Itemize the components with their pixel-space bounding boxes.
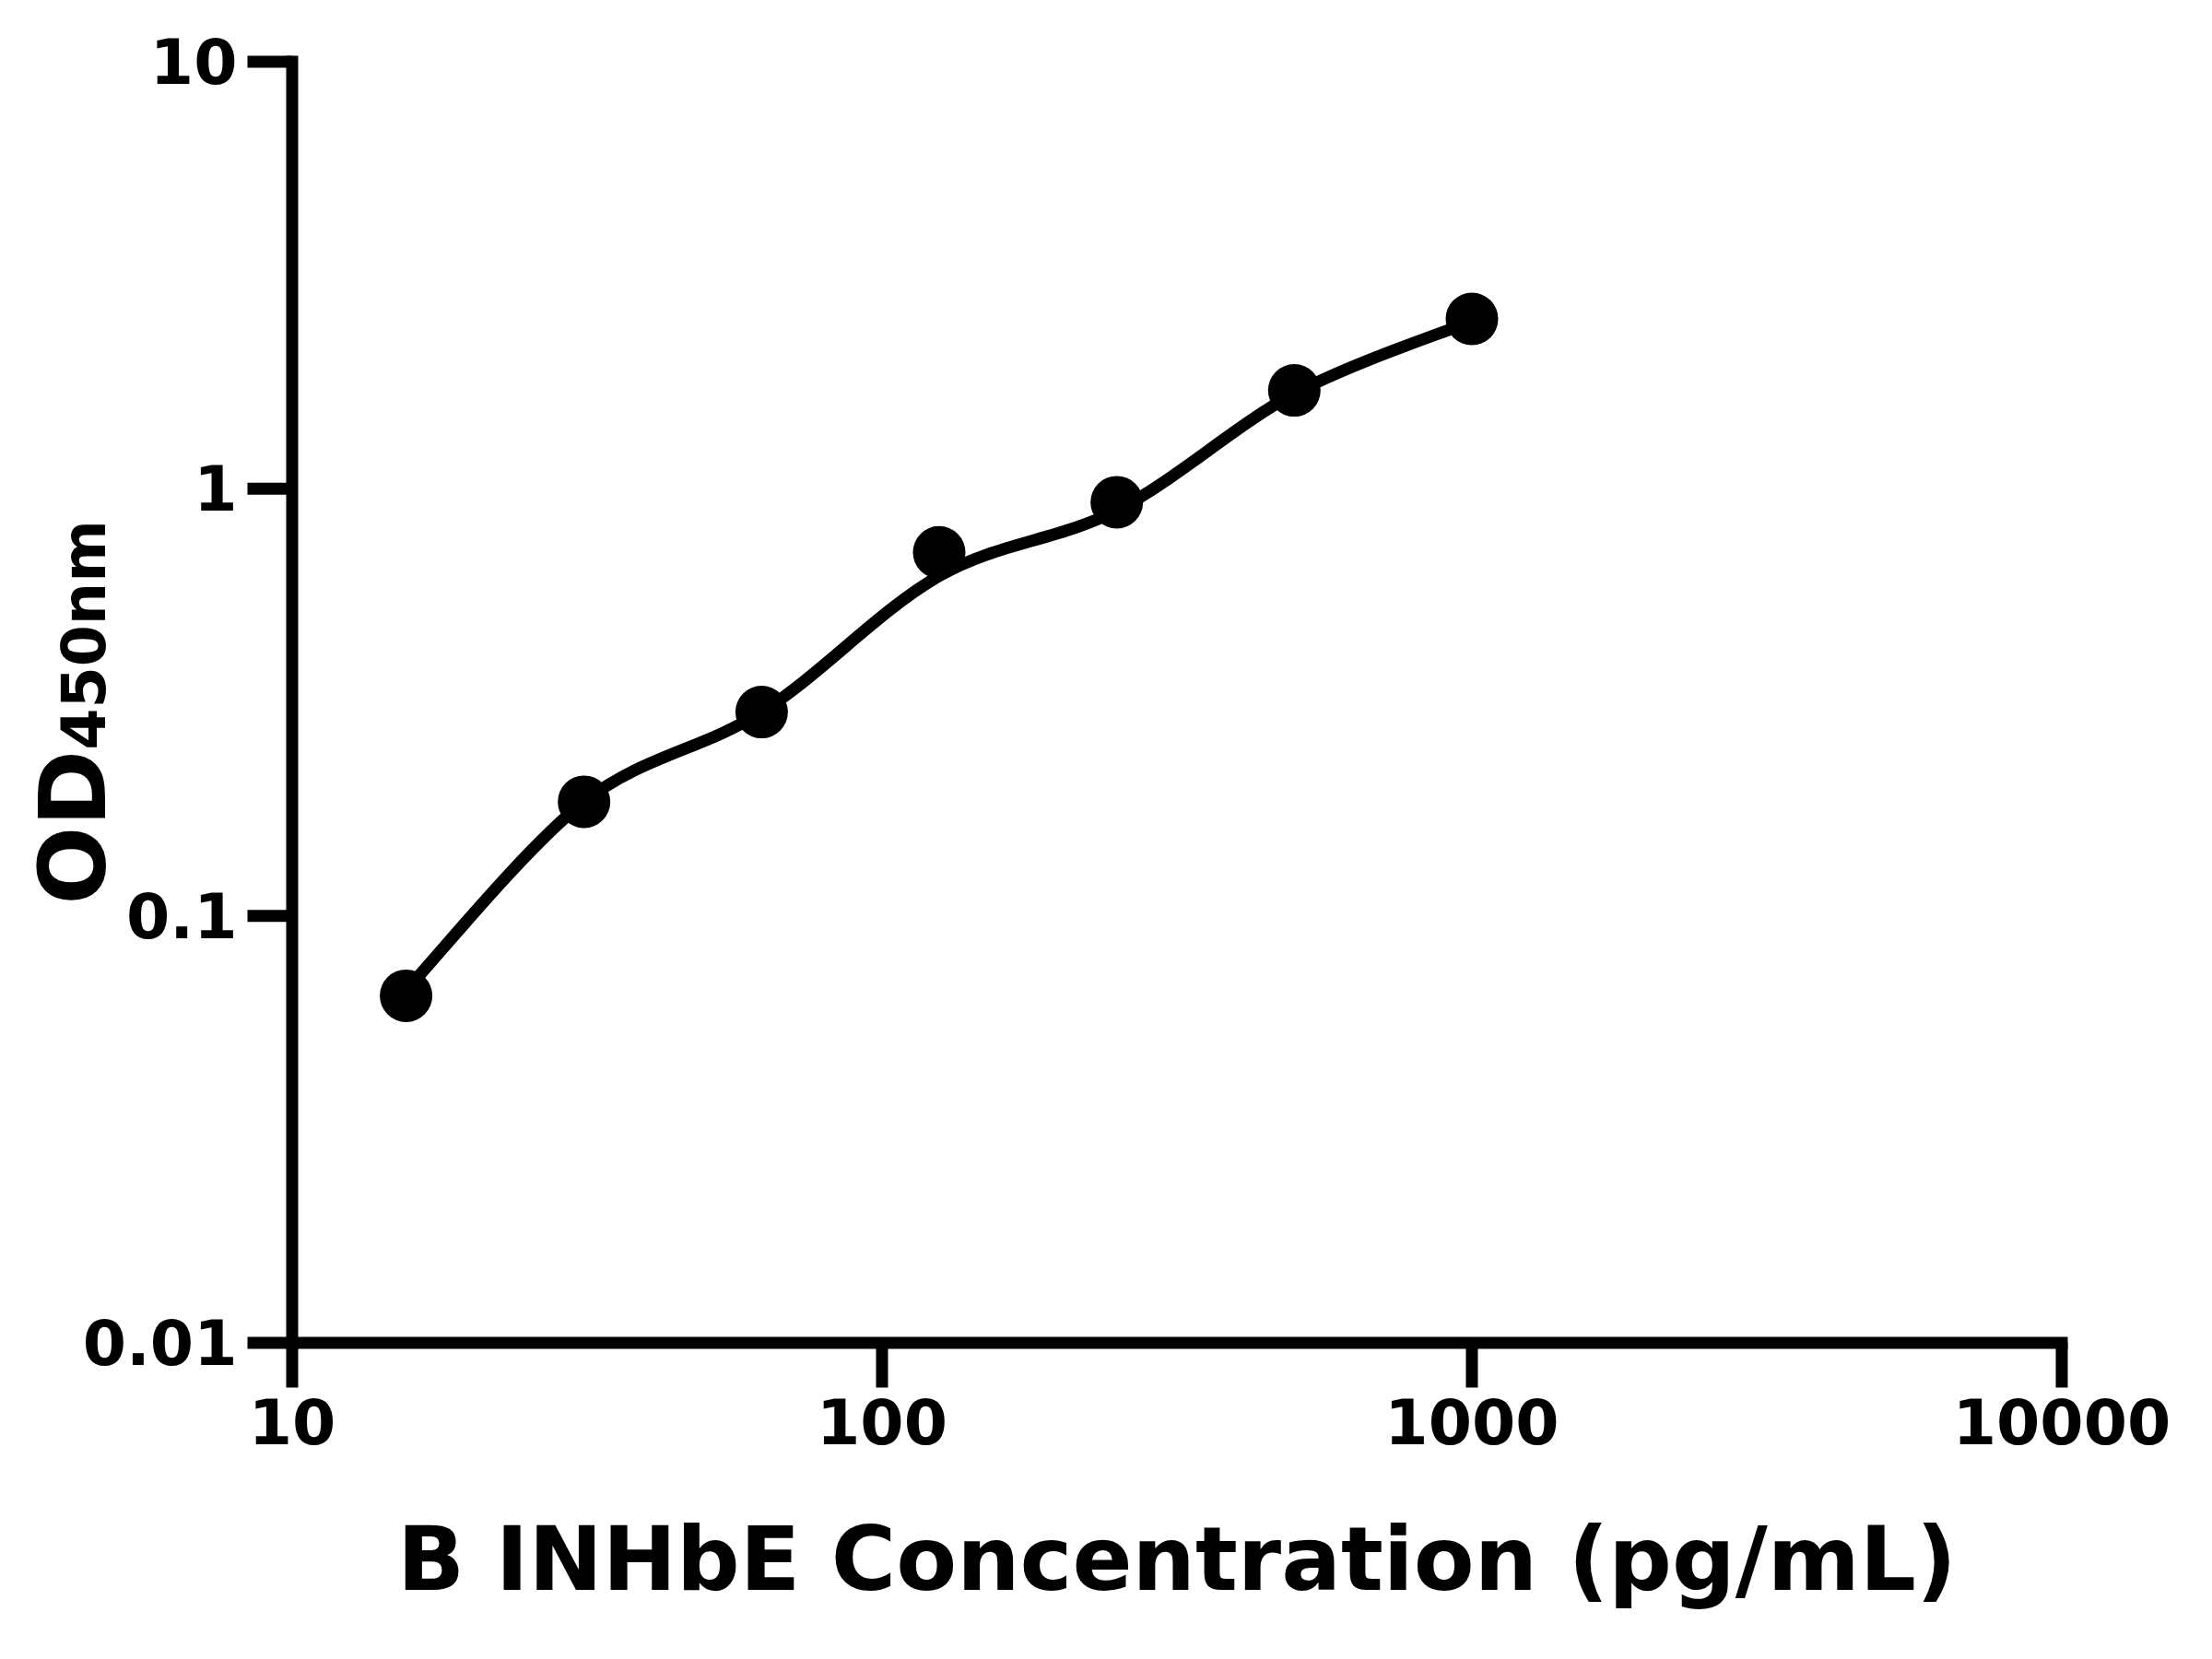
- data-point: [735, 686, 788, 738]
- y-axis-title-subscript: 450nm: [50, 520, 119, 750]
- y-tick-label: 0.01: [83, 1307, 238, 1380]
- data-point: [1090, 476, 1143, 528]
- data-points: [380, 293, 1498, 1022]
- x-tick-label: 100: [817, 1386, 947, 1459]
- axis-lines: [292, 62, 2062, 1343]
- x-tick-label: 10000: [1953, 1386, 2171, 1459]
- figure: 10 1 0.1 0.01 10 100 1000 10000 OD450nm B INHb…: [0, 0, 2212, 1659]
- data-point: [380, 970, 432, 1022]
- y-axis-title: OD450nm: [28, 520, 120, 905]
- x-tick-label: 10: [249, 1386, 336, 1459]
- standard-curve-plot: 10 1 0.1 0.01 10 100 1000 10000: [0, 0, 2212, 1659]
- x-axis-title: B INHbE Concentration (pg/mL): [292, 1515, 2062, 1604]
- y-tick-label: 0.1: [126, 880, 237, 953]
- y-axis-title-main: OD: [19, 750, 127, 905]
- y-tick-label: 1: [194, 453, 237, 525]
- data-point: [913, 526, 966, 579]
- x-tick-label: 1000: [1384, 1386, 1559, 1459]
- x-tick-labels: 10 100 1000 10000: [249, 1386, 2171, 1459]
- axis-ticks: [248, 62, 2063, 1388]
- data-point: [1268, 364, 1321, 417]
- y-tick-label: 10: [150, 26, 238, 99]
- data-point: [1446, 293, 1499, 346]
- fit-curve-line: [406, 321, 1472, 990]
- data-point: [558, 775, 610, 828]
